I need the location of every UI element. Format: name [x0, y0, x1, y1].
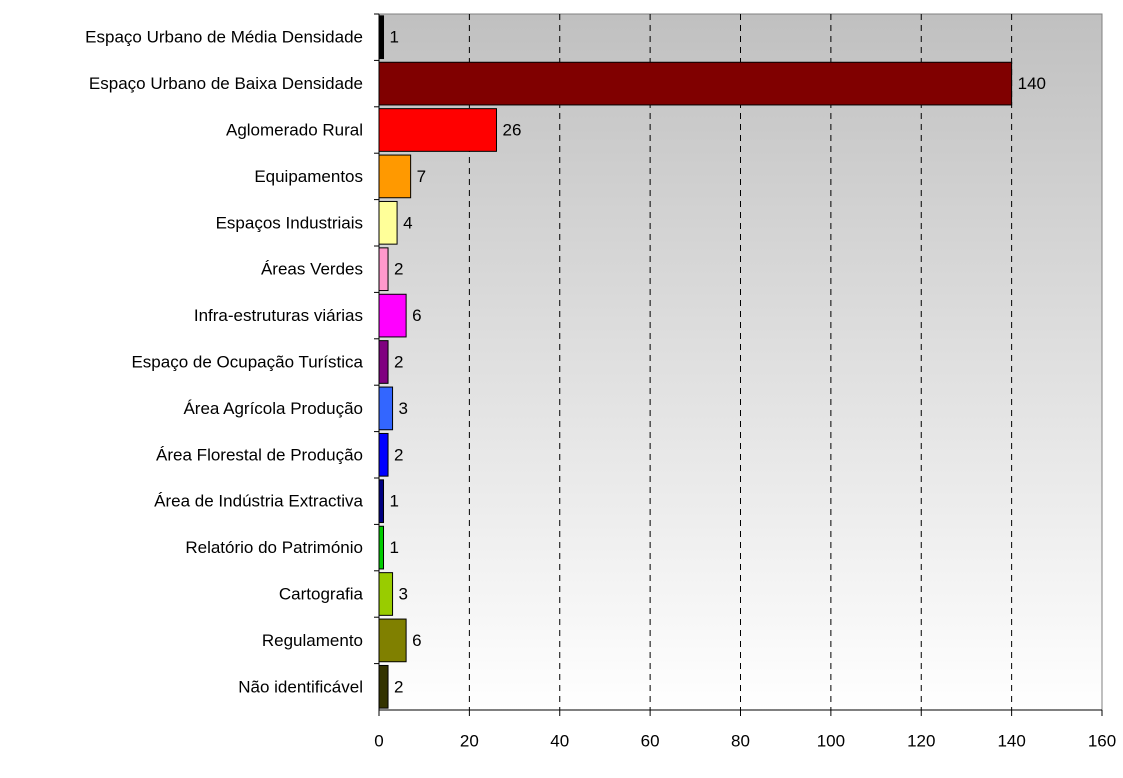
y-tick-label: Espaços Industriais — [216, 213, 363, 232]
bar — [378, 386, 394, 431]
y-tick-label: Espaço Urbano de Baixa Densidade — [89, 74, 363, 93]
bar — [378, 525, 385, 570]
bar — [378, 340, 389, 384]
bar — [378, 61, 1013, 106]
x-tick-label: 60 — [641, 731, 660, 750]
bar — [378, 293, 407, 338]
y-tick-label: Regulamento — [262, 631, 363, 650]
data-label: 2 — [394, 677, 403, 696]
y-tick-label: Área de Indústria Extractiva — [154, 492, 363, 511]
data-label: 3 — [399, 584, 408, 603]
y-tick-label: Espaço Urbano de Média Densidade — [85, 28, 363, 47]
data-label: 140 — [1018, 74, 1046, 93]
bar — [378, 15, 385, 60]
bar — [378, 664, 389, 709]
x-tick-label: 40 — [550, 731, 569, 750]
data-label: 6 — [412, 306, 421, 325]
data-label: 2 — [394, 445, 403, 464]
x-tick-label: 120 — [907, 731, 935, 750]
data-label: 1 — [390, 28, 399, 47]
y-tick-label: Espaço de Ocupação Turística — [131, 352, 363, 371]
y-tick-label: Não identificável — [238, 677, 363, 696]
bar — [378, 247, 389, 292]
x-tick-label: 100 — [817, 731, 845, 750]
y-tick-label: Aglomerado Rural — [226, 120, 363, 139]
data-label: 1 — [390, 492, 399, 511]
bar — [378, 432, 389, 477]
x-tick-label: 140 — [997, 731, 1025, 750]
x-tick-label: 0 — [374, 731, 383, 750]
data-label: 4 — [403, 213, 412, 232]
data-label: 2 — [394, 260, 403, 279]
bar — [378, 108, 497, 152]
bar — [378, 479, 385, 524]
y-tick-label: Relatório do Património — [185, 538, 363, 557]
data-label: 26 — [502, 120, 521, 139]
x-tick-label: 160 — [1088, 731, 1116, 750]
data-label: 1 — [390, 538, 399, 557]
y-tick-label: Área Agrícola Produção — [183, 399, 363, 418]
bar — [378, 618, 407, 663]
bar — [378, 200, 398, 245]
data-label: 2 — [394, 352, 403, 371]
y-tick-label: Cartografia — [279, 584, 364, 603]
x-tick-label: 20 — [460, 731, 479, 750]
data-label: 3 — [399, 399, 408, 418]
data-label: 6 — [412, 631, 421, 650]
y-tick-label: Equipamentos — [254, 167, 363, 186]
x-tick-label: 80 — [731, 731, 750, 750]
data-label: 7 — [417, 167, 426, 186]
bar — [378, 572, 394, 616]
bar — [378, 154, 412, 199]
y-tick-label: Áreas Verdes — [261, 260, 363, 279]
y-tick-label: Área Florestal de Produção — [156, 445, 363, 464]
y-tick-label: Infra-estruturas viárias — [194, 306, 363, 325]
